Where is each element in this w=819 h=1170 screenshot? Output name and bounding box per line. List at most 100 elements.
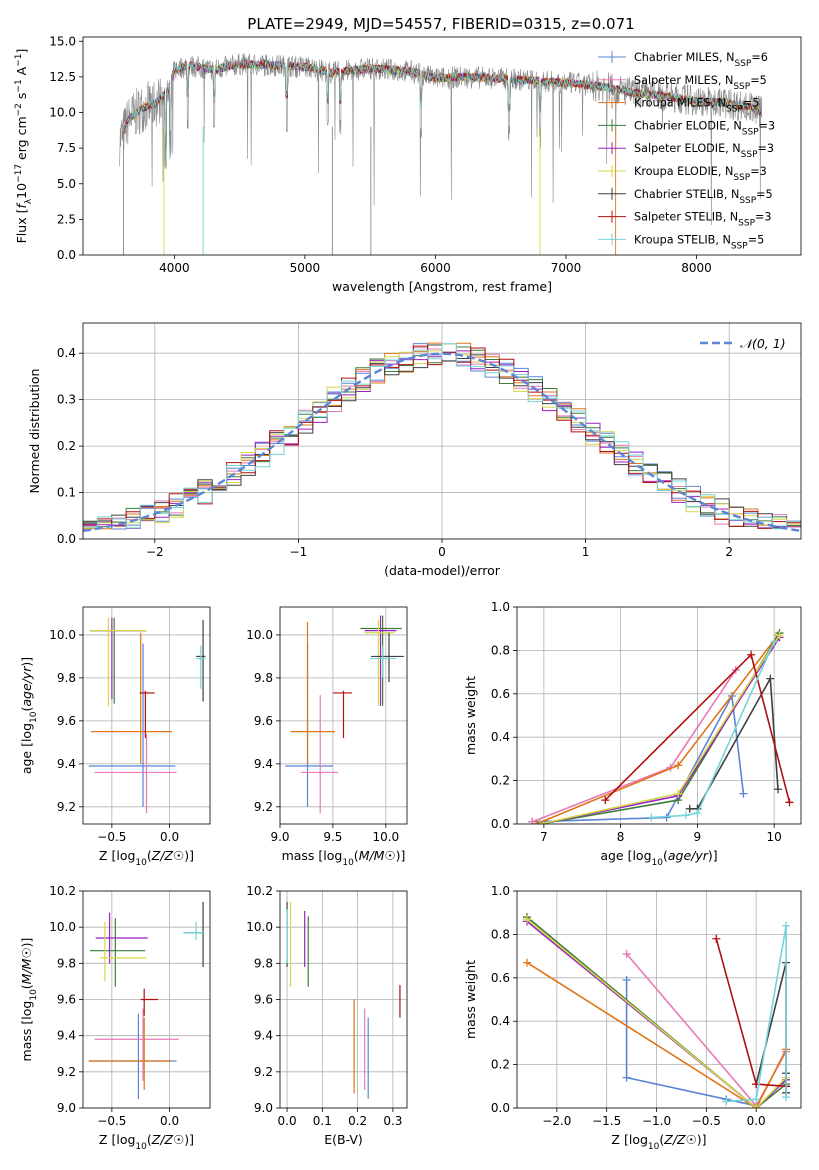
legend-entry: Salpeter STELIB, NSSP=3 [634, 211, 772, 229]
plot-area-age-vs-mass [280, 607, 407, 824]
y-tick-label: 0.2 [491, 1058, 510, 1072]
x-tick-label: 10.0 [372, 830, 399, 844]
axis-mass-vs-Z: −0.5 0.09.09.29.49.69.810.010.2Z [log10(Z… [19, 884, 194, 1152]
label-part-italic: age/yr [19, 666, 34, 707]
y-tick-label: 9.6 [57, 993, 76, 1007]
superscript: −17 [14, 164, 24, 183]
x-tick-label: 8 [617, 830, 625, 844]
weight-point [622, 975, 631, 984]
weight-series-chabrier-miles [528, 691, 748, 824]
x-tick-label: 5000 [290, 261, 321, 275]
x-tick-label: −1.5 [592, 1114, 621, 1128]
weight-point [536, 820, 545, 824]
label-part: )] [19, 657, 34, 667]
legend-entry: Chabrier ELODIE, NSSP=3 [634, 119, 775, 137]
x-axis-label: E(B-V) [324, 1132, 363, 1147]
label-part: 3 [767, 142, 774, 155]
axes-frame [516, 606, 802, 825]
y-tick-label: 9.4 [57, 757, 76, 771]
axes-frame [82, 606, 211, 825]
x-tick-label: 7 [540, 830, 548, 844]
x-axis-label: age [log10(age/yr)] [600, 848, 717, 868]
label-part: ( [663, 848, 668, 863]
x-tick-label: −0.5 [97, 1114, 126, 1128]
weight-line [715, 938, 787, 1088]
label-part: 10 [14, 183, 29, 199]
x-tick-label: 0.0 [160, 1114, 179, 1128]
axes-age-vs-mass: 9.0 9.5 10.0 9.2 9.4 9.6 9.8 10.0 mass [log10(M/… [246, 606, 408, 868]
subscript: 10 [342, 858, 354, 868]
weight-point [622, 1073, 631, 1082]
plot-area-weight-vs-age [517, 607, 801, 824]
weight-series-chabrier-miles [622, 975, 761, 1108]
axis-age-vs-Z: −0.5 0.09.29.49.69.810.0Z [log10(Z/Z☉)]ag… [19, 628, 194, 868]
y-tick-label: 9.0 [57, 1101, 76, 1115]
label-part: = [755, 211, 764, 224]
weight-point [773, 785, 782, 794]
y-tick-label: 0.1 [57, 486, 76, 500]
x-axis-label: wavelength [Angstrom, rest frame] [332, 279, 552, 294]
label-part: ( [19, 984, 34, 989]
subscript: SSP [734, 59, 751, 69]
y-tick-label: 0.6 [491, 971, 510, 985]
label-part: log [323, 848, 342, 863]
y-axis-label: Flux [fλ10−17 erg cm−2 s−1 A−1] [14, 49, 34, 244]
y-tick-label: 9.2 [254, 800, 273, 814]
y-tick-label: 10.0 [49, 628, 76, 642]
axes-frame [82, 36, 802, 256]
y-tick-label: 9.8 [254, 956, 273, 970]
weight-series-kroupa-elodie [536, 631, 784, 824]
y-tick-label: 0.0 [491, 817, 510, 831]
y-tick-label: 0.8 [491, 643, 510, 657]
y-tick-label: 9.8 [57, 956, 76, 970]
legend-entry: Kroupa STELIB, NSSP=5 [634, 233, 764, 251]
subscript: SSP [733, 173, 750, 183]
legend-entry: Chabrier MILES, NSSP=6 [634, 51, 768, 69]
errorbar-salpeter-stelib [139, 690, 155, 739]
errorbar-chabrier-miles [88, 643, 176, 807]
label-part: Chabrier MILES [634, 51, 719, 64]
label-part: Z [ [611, 1132, 628, 1147]
subscript: λ [24, 198, 34, 204]
y-tick-label: 5.0 [57, 177, 76, 191]
weight-line [651, 641, 775, 819]
x-axis-label: mass [log10(M/M☉)] [282, 848, 406, 868]
weight-point [785, 798, 794, 807]
label-part: Salpeter STELIB [634, 211, 723, 224]
label-part: = [748, 233, 757, 246]
label-part: , N [715, 233, 730, 246]
x-tick-label: 0.0 [160, 830, 179, 844]
x-tick-label: 9.5 [323, 830, 342, 844]
figure-title: PLATE=2949, MJD=54557, FIBERID=0315, z=0… [247, 15, 634, 33]
y-tick-label: 10.2 [49, 884, 76, 898]
label-part: Z [ [99, 1132, 116, 1147]
y-tick-label: 10.0 [49, 920, 76, 934]
axes-frame [516, 890, 802, 1109]
label-part: Kroupa MILES [634, 97, 711, 110]
y-tick-label: 9.4 [254, 757, 273, 771]
errorbar-salpeter-stelib [332, 690, 352, 739]
errorbar-salpeter-miles [94, 733, 177, 814]
weight-line [526, 918, 787, 1108]
y-tick-label: 2.5 [57, 212, 76, 226]
label-part: , N [726, 119, 741, 132]
axes-mass-vs-ebv: 0.0 0.1 0.2 0.3 9.0 9.2 9.4 9.6 9.8 10.0 10.2 E(B-V… [246, 884, 408, 1147]
label-part: Normed distribution [27, 369, 42, 494]
weight-series-salpeter-stelib [712, 934, 791, 1091]
x-tick-label: 0.1 [313, 1114, 332, 1128]
plot-area-weight-vs-Z [517, 891, 801, 1108]
errorbar-salpeter-elodie [95, 912, 148, 964]
subscript: SSP [739, 196, 756, 206]
weight-point [622, 949, 631, 958]
x-tick-label: 1 [582, 545, 590, 559]
weight-point [739, 789, 748, 798]
legend-entry: Chabrier STELIB, NSSP=5 [634, 188, 773, 206]
label-part: age [ [19, 742, 34, 774]
y-tick-label: 10.2 [246, 884, 273, 898]
subscript: SSP [738, 219, 755, 229]
y-tick-label: 9.6 [254, 714, 273, 728]
label-part: mass weight [463, 960, 478, 1039]
weight-point [782, 921, 791, 930]
x-tick-label: 6000 [420, 261, 451, 275]
